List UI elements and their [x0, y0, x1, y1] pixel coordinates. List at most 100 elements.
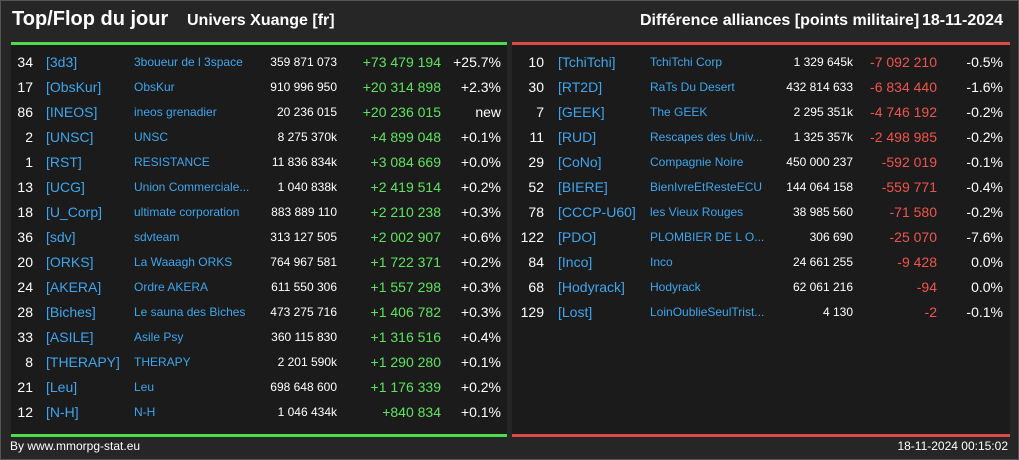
alliance-rank: 34 — [17, 54, 33, 70]
alliance-difference: +1 176 339 — [370, 379, 441, 395]
alliance-tag-link[interactable]: [TchiTchi] — [558, 54, 616, 70]
alliance-points: 62 061 216 — [792, 280, 853, 294]
alliance-tag-link[interactable]: [Lost] — [558, 304, 593, 320]
alliance-name-link[interactable]: La Waaagh ORKS — [134, 255, 233, 269]
alliance-name-link[interactable]: The GEEK — [650, 105, 708, 119]
alliance-tag-link[interactable]: [PDO] — [558, 229, 597, 245]
alliance-name-link[interactable]: Inco — [650, 255, 673, 269]
alliance-name-link[interactable]: Ordre AKERA — [134, 280, 209, 294]
alliance-percent: +0.1% — [460, 404, 501, 420]
site-credit: By www.mmorpg-stat.eu — [10, 439, 141, 453]
alliance-name-link[interactable]: PLOMBIER DE L O... — [650, 230, 765, 244]
alliance-difference: +1 557 298 — [370, 279, 441, 295]
alliance-rank: 21 — [17, 379, 33, 395]
alliance-difference: -25 070 — [889, 229, 937, 245]
alliance-name-link[interactable]: Hodyrack — [650, 280, 701, 294]
alliance-percent: +0.3% — [460, 279, 501, 295]
alliance-tag-link[interactable]: [Hodyrack] — [558, 279, 625, 295]
alliance-rank: 30 — [528, 79, 544, 95]
alliance-difference: -6 834 440 — [870, 79, 937, 95]
alliance-tag-link[interactable]: [RUD] — [558, 129, 597, 145]
table-row: 20 [ORKS] La Waaagh ORKS 764 967 581 +1 722 … — [11, 252, 507, 272]
alliance-name-link[interactable]: Rescapes des Univ... — [650, 130, 763, 144]
alliance-points: 24 661 255 — [792, 255, 853, 269]
alliance-difference: -94 — [916, 279, 937, 295]
table-row: 2 [UNSC] UNSC 8 275 370k +4 899 048 +0.1% — [11, 127, 507, 147]
alliance-tag-link[interactable]: [N-H] — [46, 404, 79, 420]
alliance-tag-link[interactable]: [UNSC] — [46, 129, 94, 145]
alliance-name-link[interactable]: N-H — [134, 405, 156, 419]
alliance-name-link[interactable]: UNSC — [134, 130, 169, 144]
alliance-rank: 12 — [17, 404, 33, 420]
alliance-points: 698 648 600 — [270, 380, 337, 394]
alliance-points: 1 325 357k — [793, 130, 853, 144]
alliance-percent: +25.7% — [453, 54, 501, 70]
alliance-points: 359 871 073 — [270, 55, 337, 69]
alliance-difference: -9 428 — [897, 254, 937, 270]
alliance-difference: -7 092 210 — [870, 54, 937, 70]
alliance-percent: 0.0% — [971, 279, 1003, 295]
alliance-points: 11 836 834k — [271, 155, 337, 169]
alliance-tag-link[interactable]: [CoNo] — [558, 154, 602, 170]
alliance-tag-link[interactable]: [Biches] — [46, 304, 96, 320]
alliance-tag-link[interactable]: [sdv] — [46, 229, 76, 245]
alliance-name-link[interactable]: THERAPY — [134, 355, 191, 369]
alliance-difference: -559 771 — [881, 179, 937, 195]
alliance-percent: +0.6% — [460, 229, 501, 245]
alliance-tag-link[interactable]: [Inco] — [558, 254, 593, 270]
alliance-tag-link[interactable]: [GEEK] — [558, 104, 605, 120]
alliance-name-link[interactable]: ObsKur — [134, 80, 175, 94]
alliance-name-link[interactable]: RaTs Du Desert — [650, 80, 735, 94]
alliance-points: 2 295 351k — [793, 105, 853, 119]
alliance-rank: 29 — [528, 154, 544, 170]
alliance-percent: 0.0% — [971, 254, 1003, 270]
table-row: 18 [U_Corp] ultimate corporation 883 889 11… — [11, 202, 507, 222]
alliance-tag-link[interactable]: [ORKS] — [46, 254, 94, 270]
alliance-tag-link[interactable]: [3d3] — [46, 54, 78, 70]
alliance-tag-link[interactable]: [RST] — [46, 154, 82, 170]
alliance-tag-link[interactable]: [CCCP-U60] — [558, 204, 636, 220]
alliance-tag-link[interactable]: [INEOS] — [46, 104, 98, 120]
alliance-percent: +0.4% — [460, 329, 501, 345]
table-row: 30 [RT2D] RaTs Du Desert 432 814 633 -6 834 … — [512, 77, 1010, 97]
alliance-name-link[interactable]: Compagnie Noire — [650, 155, 744, 169]
alliance-difference: +20 236 015 — [362, 104, 441, 120]
alliance-tag-link[interactable]: [UCG] — [46, 179, 85, 195]
alliance-percent: -1.6% — [966, 79, 1003, 95]
alliance-name-link[interactable]: ineos grenadier — [134, 105, 217, 119]
page-title: Top/Flop du jour — [12, 8, 169, 30]
alliance-percent: -0.2% — [966, 104, 1003, 120]
table-row: 33 [ASILE] Asile Psy 360 115 830 +1 316 516 +… — [11, 327, 507, 347]
table-row: 10 [TchiTchi] TchiTchi Corp 1 329 645k -7 09… — [512, 52, 1010, 72]
alliance-tag-link[interactable]: [ObsKur] — [46, 79, 102, 95]
alliance-tag-link[interactable]: [ASILE] — [46, 329, 94, 345]
alliance-tag-link[interactable]: [Leu] — [46, 379, 78, 395]
alliance-name-link[interactable]: 3boueur de l 3space — [134, 55, 243, 69]
alliance-points: 1 329 645k — [793, 55, 853, 69]
alliance-difference: +2 002 907 — [370, 229, 441, 245]
alliance-percent: -0.2% — [966, 204, 1003, 220]
alliance-name-link[interactable]: Le sauna des Biches — [134, 305, 246, 319]
alliance-name-link[interactable]: RESISTANCE — [134, 155, 210, 169]
alliance-name-link[interactable]: les Vieux Rouges — [650, 205, 744, 219]
alliance-tag-link[interactable]: [THERAPY] — [46, 354, 120, 370]
alliance-name-link[interactable]: TchiTchi Corp — [650, 55, 723, 69]
alliance-tag-link[interactable]: [RT2D] — [558, 79, 603, 95]
alliance-name-link[interactable]: Leu — [134, 380, 155, 394]
alliance-name-link[interactable]: LoinOublieSeulTrist... — [650, 305, 765, 319]
alliance-tag-link[interactable]: [U_Corp] — [46, 204, 103, 220]
alliance-name-link[interactable]: ultimate corporation — [134, 205, 240, 219]
alliance-name-link[interactable]: BienIvreEtResteECU — [650, 180, 763, 194]
alliance-difference: +3 084 669 — [370, 154, 441, 170]
universe-label: Univers Xuange [fr] — [187, 12, 335, 29]
alliance-tag-link[interactable]: [AKERA] — [46, 279, 102, 295]
alliance-difference: +2 210 238 — [370, 204, 441, 220]
alliance-name-link[interactable]: Asile Psy — [134, 330, 184, 344]
alliance-percent: -0.4% — [966, 179, 1003, 195]
alliance-tag-link[interactable]: [BIERE] — [558, 179, 608, 195]
table-row: 12 [N-H] N-H 1 046 434k +840 834 +0.1% — [11, 402, 507, 422]
alliance-difference: -592 019 — [881, 154, 937, 170]
alliance-name-link[interactable]: sdvteam — [134, 230, 180, 244]
alliance-name-link[interactable]: Union Commerciale... — [134, 180, 250, 194]
